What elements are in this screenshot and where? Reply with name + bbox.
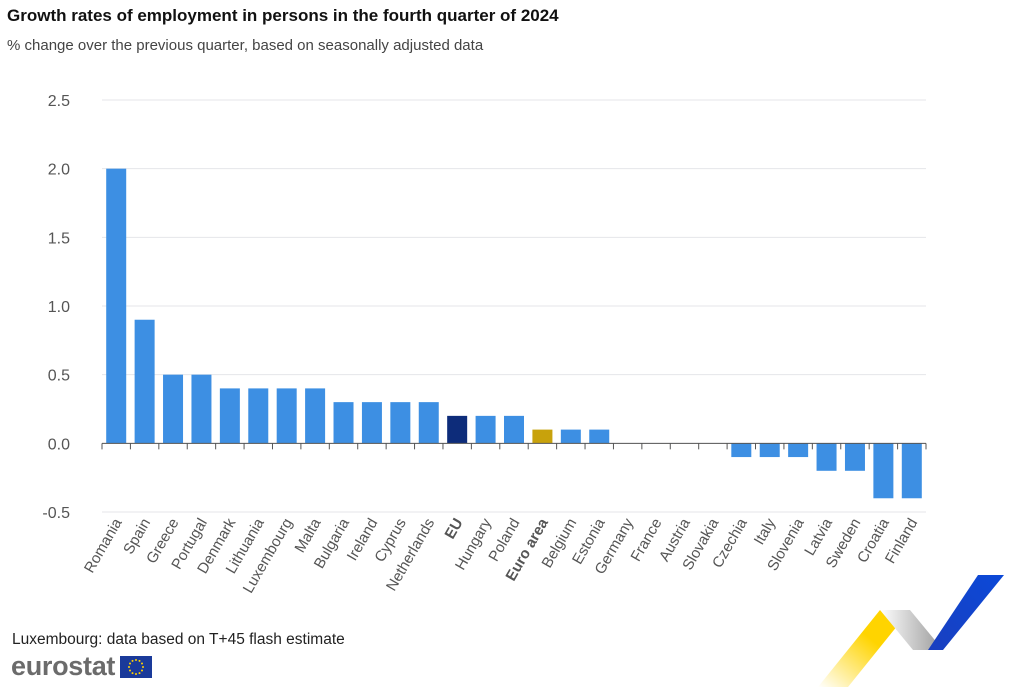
bar (248, 388, 269, 444)
bar (191, 374, 212, 444)
chart-subtitle: % change over the previous quarter, base… (7, 37, 484, 54)
y-tick-label: 1.0 (48, 299, 70, 316)
bar (163, 374, 184, 444)
footnote: Luxembourg: data based on T+45 flash est… (12, 631, 345, 648)
bar (816, 443, 837, 471)
y-tick-label: 2.0 (48, 162, 70, 179)
bar (447, 415, 468, 444)
eu-flag-icon (120, 655, 153, 678)
bar (219, 388, 240, 444)
bar (305, 388, 326, 444)
x-tick-label: EU (441, 516, 466, 543)
bar (106, 168, 127, 444)
bar (560, 429, 581, 444)
bar (873, 443, 894, 499)
y-tick-label: 1.5 (48, 230, 70, 247)
bar (844, 443, 865, 471)
bar (418, 402, 439, 444)
bar (731, 443, 752, 458)
bar (333, 402, 354, 444)
brand-name: eurostat (11, 651, 116, 681)
bar (759, 443, 780, 458)
bar (532, 429, 553, 444)
bar (475, 415, 496, 444)
bar (589, 429, 610, 444)
bar (788, 443, 809, 458)
bar (361, 402, 382, 444)
bar (390, 402, 411, 444)
bar-chart: -0.50.00.51.01.52.02.5RomaniaSpainGreece… (42, 93, 927, 596)
bar (504, 415, 524, 444)
bar (276, 388, 297, 444)
x-tick-label: Romania (81, 515, 126, 576)
chart-title: Growth rates of employment in persons in… (7, 6, 559, 25)
x-tick-label: Italy (751, 515, 780, 548)
bar (134, 319, 155, 444)
eurostat-logo: eurostat (11, 651, 153, 682)
bar (901, 443, 922, 499)
eurostat-ribbon-decoration (818, 575, 1004, 687)
y-tick-label: 2.5 (48, 93, 70, 110)
y-tick-label: 0.5 (48, 368, 70, 385)
y-tick-label: 0.0 (48, 436, 70, 453)
y-tick-label: -0.5 (42, 505, 70, 522)
